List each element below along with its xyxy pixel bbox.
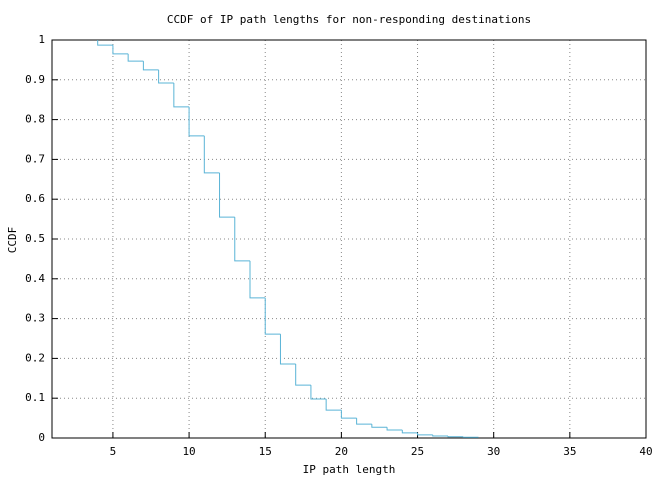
step-segment <box>310 385 327 400</box>
step-segment <box>173 82 190 108</box>
step-segment <box>158 69 174 84</box>
step-segment <box>447 436 464 438</box>
x-tick-label: 10 <box>182 445 195 458</box>
x-tick-label: 25 <box>411 445 424 458</box>
step-segment <box>249 260 266 299</box>
step-segment <box>97 40 113 46</box>
y-tick-label: 0.9 <box>25 73 45 86</box>
plot-border <box>51 39 647 439</box>
step-segment <box>219 172 235 218</box>
y-tick-label: 0.3 <box>25 312 45 325</box>
y-tick-label: 0.1 <box>25 391 45 404</box>
step-segment <box>142 61 159 71</box>
x-tick-label: 15 <box>259 445 272 458</box>
step-segment <box>264 297 281 335</box>
step-segment <box>127 53 144 62</box>
step-segment <box>386 427 403 431</box>
chart-title: CCDF of IP path lengths for non-respondi… <box>167 13 531 26</box>
step-segment <box>188 106 205 137</box>
step-segment <box>325 398 342 411</box>
y-tick-label: 0.6 <box>25 192 45 205</box>
x-axis-label: IP path length <box>303 463 396 476</box>
x-tick-label: 20 <box>335 445 348 458</box>
step-segment <box>279 334 296 365</box>
y-tick-label: 0.5 <box>25 232 45 245</box>
x-tick-label: 5 <box>110 445 117 458</box>
y-tick-label: 0.8 <box>25 113 45 126</box>
step-segment <box>432 434 448 437</box>
step-segment <box>234 217 250 262</box>
step-segment <box>340 410 357 419</box>
y-axis-label: CCDF <box>6 227 19 254</box>
x-tick-label: 35 <box>563 445 576 458</box>
step-segment <box>417 432 433 436</box>
step-segment <box>112 45 129 55</box>
y-tick-label: 0.2 <box>25 351 45 364</box>
y-tick-label: 0.4 <box>25 272 45 285</box>
step-segment <box>295 363 311 386</box>
step-segment <box>203 135 220 174</box>
step-segment <box>401 430 418 434</box>
x-tick-label: 40 <box>639 445 652 458</box>
step-segment <box>371 424 388 428</box>
y-tick-label: 0.7 <box>25 152 45 165</box>
y-tick-label: 0 <box>38 431 45 444</box>
x-tick-label: 30 <box>487 445 500 458</box>
step-segment <box>356 418 372 425</box>
y-tick-label: 1 <box>38 33 45 46</box>
